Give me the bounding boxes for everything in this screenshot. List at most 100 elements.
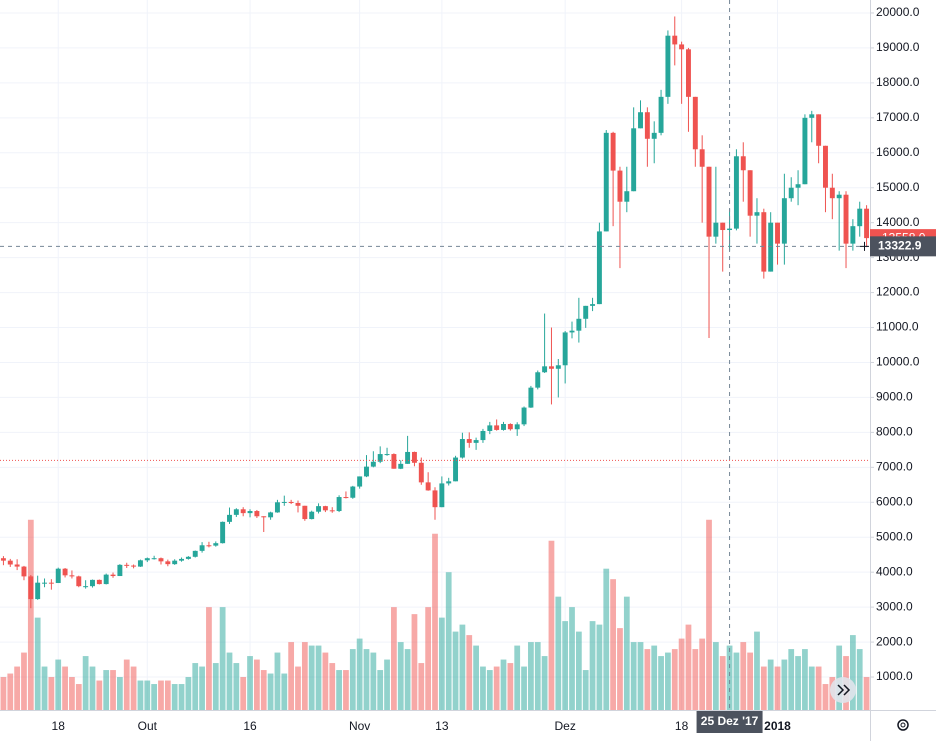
volume-bar [14, 666, 21, 710]
candle-body [754, 212, 760, 216]
candle-body [453, 457, 459, 482]
volume-bar [425, 607, 432, 710]
volume-bar [96, 680, 103, 710]
volume-bar [199, 666, 205, 710]
crosshair-cursor [860, 241, 869, 251]
volume-bar [158, 680, 164, 710]
volume-bar [445, 572, 452, 710]
candle-body [644, 112, 650, 139]
candle-body [535, 372, 541, 388]
candle-body [432, 490, 438, 508]
volume-bar [55, 659, 62, 710]
volume-bar [274, 652, 281, 710]
candle-body [384, 454, 390, 456]
volume-bar [171, 684, 178, 710]
candle-body [473, 440, 479, 443]
candle-body [405, 451, 411, 464]
volume-bar [480, 666, 486, 710]
candle-body [740, 156, 746, 171]
candle-body [418, 462, 424, 483]
volume-layer [0, 519, 870, 710]
y-tick-label: 4000.0 [876, 564, 913, 578]
volume-bar [185, 677, 192, 710]
gear-hub [900, 722, 906, 728]
volume-bar [507, 663, 514, 710]
candle-body [69, 575, 75, 577]
volume-bar [637, 642, 644, 710]
y-tick-label: 8000.0 [876, 425, 913, 439]
candle-body [788, 187, 794, 199]
candle-body [576, 318, 582, 331]
candle-body [672, 35, 678, 45]
gear-icon[interactable] [897, 719, 909, 731]
y-tick-label: 12000.0 [876, 285, 920, 299]
volume-bar [356, 638, 363, 710]
y-tick-label: 6000.0 [876, 494, 913, 508]
volume-bar [7, 673, 14, 710]
candle-body [261, 516, 267, 518]
volume-bar [569, 607, 575, 710]
x-tick-label: 13 [435, 719, 449, 733]
candle-body [562, 332, 568, 366]
candle-body [857, 208, 863, 227]
volume-bar [41, 666, 48, 710]
candle-body [302, 505, 308, 520]
volume-bar [240, 677, 247, 710]
candle-body [117, 564, 123, 577]
candle-body [62, 568, 68, 576]
candle-body [206, 545, 212, 547]
candle-body [816, 114, 822, 146]
volume-bar [685, 624, 692, 710]
candle-body [651, 132, 657, 139]
candle-body [864, 208, 870, 239]
candle-body [185, 556, 191, 559]
volume-bar [370, 652, 377, 710]
volume-bar [521, 666, 527, 710]
y-tick-label: 15000.0 [876, 180, 920, 194]
crosshair-y-label: 13322.9 [878, 239, 922, 253]
candle-body [514, 424, 520, 430]
candle-body [158, 558, 164, 562]
volume-bar [486, 670, 493, 710]
candle-body [0, 558, 6, 561]
volume-bar [329, 663, 336, 710]
volume-bar [212, 663, 219, 710]
candle-body [590, 304, 596, 306]
volume-bar [706, 519, 712, 710]
candle-body [151, 558, 157, 560]
volume-bar [692, 649, 699, 710]
volume-bar [856, 649, 863, 710]
y-tick-label: 14000.0 [876, 215, 920, 229]
x-tick-label: Dez [554, 719, 575, 733]
candle-body [274, 502, 280, 513]
candle-body [425, 482, 431, 491]
volume-bar [75, 684, 82, 710]
volume-bar [719, 656, 726, 710]
y-tick-label: 17000.0 [876, 110, 920, 124]
candle-body [583, 305, 589, 319]
candle-body [836, 194, 842, 199]
candle-body [809, 114, 815, 118]
volume-bar [658, 656, 664, 710]
crosshair-y-tag [870, 236, 936, 257]
candle-body [76, 576, 82, 587]
candle-body [357, 476, 363, 487]
volume-bar [62, 666, 68, 710]
volume-bar [459, 624, 466, 710]
candle-body [747, 170, 753, 216]
settings-button[interactable] [897, 719, 909, 731]
candle-body [192, 550, 198, 557]
volume-bar [384, 659, 390, 710]
volume-bar [541, 656, 548, 710]
volume-bar [301, 642, 308, 710]
candle-body [411, 451, 417, 463]
scroll-button[interactable] [830, 677, 856, 703]
candle-body [247, 511, 253, 514]
candle-body [487, 425, 493, 431]
volume-bar [164, 680, 171, 710]
candle-layer [0, 16, 870, 609]
volume-bar [726, 645, 733, 710]
candle-body [391, 454, 397, 469]
candle-body [658, 96, 664, 133]
volume-bar [596, 624, 603, 710]
